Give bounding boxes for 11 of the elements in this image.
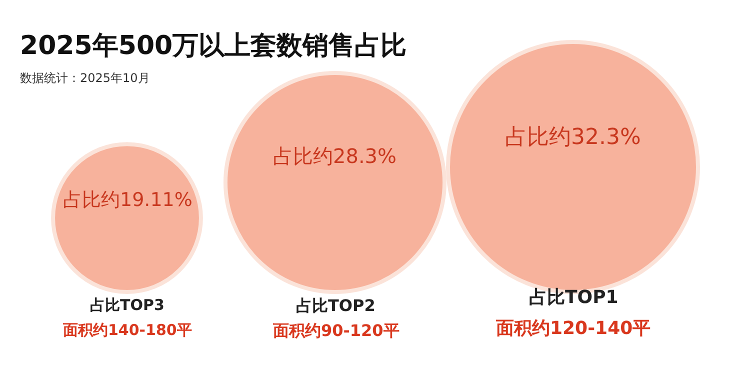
category-label: 占比TOP2 <box>296 296 376 315</box>
text: 面积约140-180平 <box>63 321 192 339</box>
text: 面积约90-120平 <box>273 321 400 340</box>
text: 数据统计：2025年10月 <box>20 71 150 85</box>
data-label: 占比约28.3% <box>273 144 397 168</box>
category-label: 占比TOP1 <box>529 287 618 308</box>
text: 2025年500万以上套数销售占比 <box>20 31 407 61</box>
category-label: 占比TOP3 <box>90 296 164 314</box>
data-label: 占比约32.3% <box>505 125 641 150</box>
data-label: 占比约19.11% <box>63 189 192 211</box>
text: 面积约120-140平 <box>496 318 651 339</box>
